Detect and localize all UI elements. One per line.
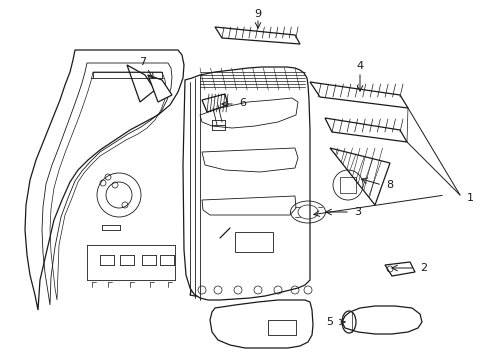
- Polygon shape: [209, 300, 312, 348]
- Bar: [339, 177, 355, 193]
- Polygon shape: [190, 215, 296, 296]
- Text: 1: 1: [466, 193, 472, 203]
- Text: 5: 5: [326, 317, 333, 327]
- Text: 8: 8: [386, 180, 393, 190]
- Polygon shape: [148, 75, 172, 102]
- Polygon shape: [309, 82, 407, 108]
- Text: 2: 2: [420, 263, 427, 273]
- Bar: [235, 232, 272, 252]
- Polygon shape: [329, 148, 389, 205]
- Text: 4: 4: [356, 61, 363, 71]
- Text: 3: 3: [354, 207, 361, 217]
- Polygon shape: [183, 67, 309, 300]
- Polygon shape: [202, 94, 227, 112]
- Bar: [267, 320, 295, 335]
- Text: 9: 9: [254, 9, 261, 19]
- Polygon shape: [325, 118, 406, 142]
- Text: 6: 6: [239, 98, 246, 108]
- Polygon shape: [341, 306, 421, 334]
- Polygon shape: [215, 27, 299, 44]
- Polygon shape: [384, 262, 414, 276]
- Text: 7: 7: [139, 57, 146, 67]
